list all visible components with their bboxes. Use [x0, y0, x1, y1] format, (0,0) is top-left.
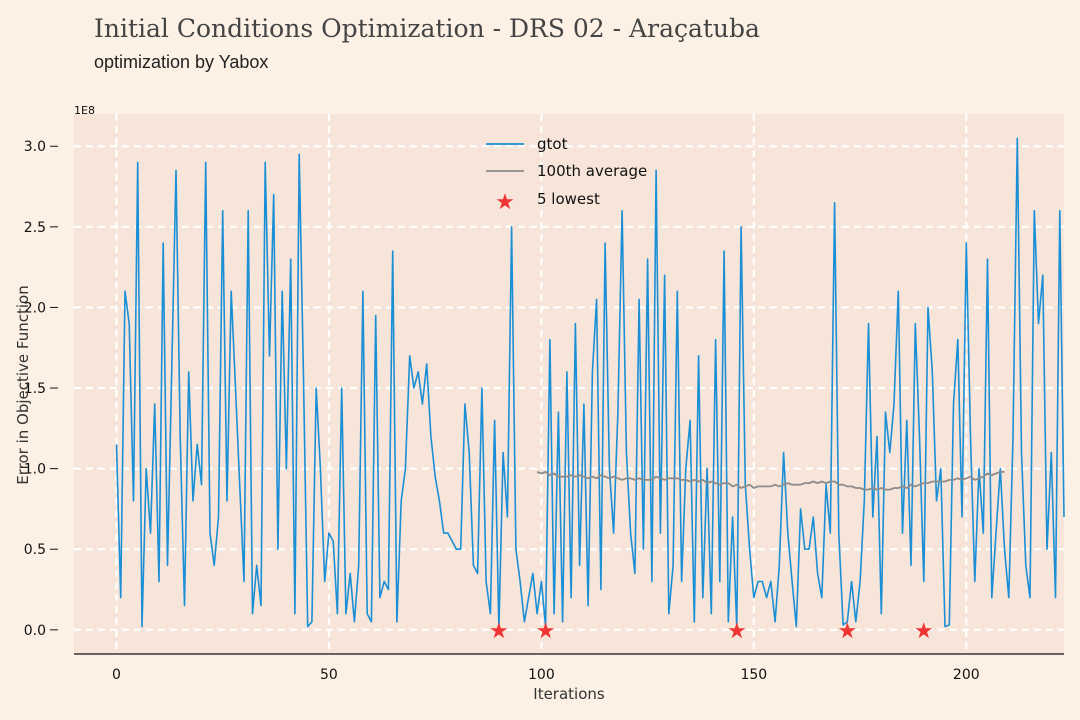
y-tick-label: 0.5 — [24, 542, 46, 558]
x-tick-label: 150 — [740, 667, 767, 683]
y-multiplier-label: 1E8 — [74, 104, 95, 117]
legend: gtot 100th average ★ 5 lowest — [486, 135, 647, 215]
lowest-point-marker: ★ — [914, 619, 934, 644]
lowest-point-marker: ★ — [837, 619, 857, 644]
x-tick-label: 50 — [320, 667, 338, 683]
series-line-gtot — [115, 137, 1065, 630]
y-tick-label: 3.0 — [24, 139, 46, 155]
lowest-point-marker: ★ — [536, 619, 556, 644]
x-axis-label: Iterations — [533, 685, 605, 703]
legend-label-average: 100th average — [537, 162, 647, 180]
axis-ticks: 0 50 100 150 200 0.0 0.5 1.0 1.5 2.0 2.5 3.0 — [24, 139, 980, 683]
x-tick-label: 100 — [528, 667, 555, 683]
series-line-average — [536, 470, 1005, 491]
lowest-markers: ★ ★ ★ ★ ★ — [489, 619, 934, 644]
lowest-point-marker: ★ — [489, 619, 509, 644]
y-tick-label: 0.0 — [24, 623, 46, 639]
x-tick-label: 0 — [112, 667, 121, 683]
plot-background — [74, 114, 1064, 654]
series-layer — [115, 137, 1065, 630]
y-tick-label: 1.0 — [24, 462, 46, 478]
chart-title: Initial Conditions Optimization - DRS 02… — [94, 14, 760, 43]
y-tick-label: 2.0 — [24, 300, 46, 316]
y-axis-label: Error in Objective Function — [14, 285, 32, 484]
chart-subtitle: optimization by Yabox — [94, 52, 269, 72]
lowest-point-marker: ★ — [727, 619, 747, 644]
y-tick-label: 1.5 — [24, 381, 46, 397]
legend-label-gtot: gtot — [537, 135, 568, 153]
x-tick-label: 200 — [953, 667, 980, 683]
legend-swatch-lowest: ★ — [495, 190, 515, 215]
y-tick-label: 2.5 — [24, 220, 46, 236]
legend-label-lowest: 5 lowest — [537, 190, 600, 208]
